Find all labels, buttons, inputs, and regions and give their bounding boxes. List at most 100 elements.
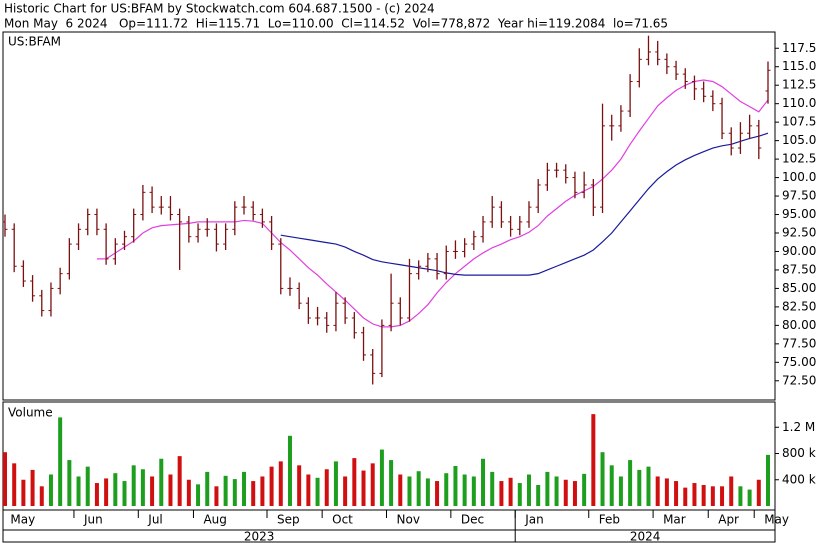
x-tick-label: Nov: [397, 513, 420, 527]
volume-bar: [361, 470, 366, 506]
volume-bar: [407, 476, 412, 506]
volume-bar: [545, 471, 550, 506]
volume-bar: [554, 476, 559, 506]
volume-bar: [278, 461, 283, 506]
volume-bar: [416, 471, 421, 506]
x-tick-label: Feb: [599, 513, 620, 527]
volume-bar: [159, 458, 164, 506]
volume-bar: [618, 476, 623, 506]
volume-bar: [370, 463, 375, 506]
volume-bar: [720, 486, 725, 506]
volume-bar: [3, 452, 7, 506]
volume-bar: [48, 474, 53, 506]
volume-bar: [324, 469, 329, 506]
header-line: Historic Chart for US:BFAM by Stockwatch…: [4, 2, 435, 16]
volume-bar: [389, 460, 394, 506]
volume-bar: [287, 435, 292, 506]
y-tick-label: 85.00: [782, 281, 816, 295]
volume-bar: [609, 465, 614, 506]
month-row: [2, 509, 776, 531]
volume-bar: [122, 481, 127, 506]
y-tick-label: 117.5: [782, 41, 816, 55]
volume-bar: [232, 479, 237, 506]
y-tick-label: 72.50: [782, 373, 816, 387]
volume-bar: [674, 481, 679, 506]
volume-bar: [572, 481, 577, 506]
volume-bar: [646, 466, 651, 506]
y-tick-label: 102.5: [782, 152, 816, 166]
y-tick-label: 112.5: [782, 78, 816, 92]
volume-bar: [30, 469, 35, 506]
volume-bar: [453, 465, 458, 506]
volume-bar: [352, 458, 357, 506]
ma-short-line: [96, 79, 769, 328]
volume-bar: [637, 469, 642, 506]
volume-bar: [490, 471, 495, 506]
volume-bar: [39, 486, 44, 506]
volume-bar: [140, 469, 145, 506]
x-tick-label: May: [764, 513, 789, 527]
volume-bar: [701, 485, 706, 506]
x-tick-label: Jun: [83, 513, 103, 527]
y-tick-label: 115.0: [782, 59, 816, 73]
y-tick-label: 100.0: [782, 170, 816, 184]
volume-bar: [113, 473, 118, 506]
volume-bar: [186, 479, 191, 506]
symbol-label: US:BFAM: [8, 35, 61, 49]
x-tick-label: Oct: [332, 513, 353, 527]
volume-bar: [683, 487, 688, 506]
volume-bar: [242, 471, 247, 506]
y-tick-label: 107.5: [782, 115, 816, 129]
y-tick-label: 800 k: [782, 446, 816, 460]
y-tick-label: 105.0: [782, 133, 816, 147]
y-tick-label: 110.0: [782, 96, 816, 110]
x-tick-label: Dec: [461, 513, 484, 527]
volume-bar: [104, 478, 109, 506]
ma-long-line: [280, 132, 769, 276]
y-tick-label: 75.00: [782, 355, 816, 369]
price-panel: [2, 31, 776, 401]
volume-bar: [306, 474, 311, 506]
volume-bar: [747, 489, 752, 506]
volume-bar: [85, 466, 90, 506]
x-tick-label: Jul: [147, 513, 162, 527]
volume-bar: [435, 481, 440, 506]
y-tick-label: 87.50: [782, 262, 816, 276]
volume-bar: [425, 478, 430, 506]
y-tick-label: 1.2 M: [782, 420, 815, 434]
volume-bar: [628, 460, 633, 506]
volume-bar: [398, 474, 403, 506]
year-label: 2023: [244, 530, 275, 543]
volume-bar: [462, 474, 467, 506]
volume-bar: [481, 458, 486, 506]
volume-bar: [536, 485, 541, 506]
volume-bar: [177, 456, 182, 506]
volume-bar: [582, 473, 587, 506]
volume-bar: [251, 481, 256, 506]
volume-bar: [315, 477, 320, 506]
volume-bar: [499, 481, 504, 506]
volume-bar: [67, 460, 72, 506]
volume-bar: [150, 476, 155, 506]
volume-bar: [205, 471, 210, 506]
volume-bar: [756, 479, 761, 506]
volume-bar: [508, 477, 513, 506]
volume-bar: [343, 476, 348, 506]
volume-bar: [168, 474, 173, 506]
year-label: 2024: [630, 530, 661, 543]
y-tick-label: 95.00: [782, 207, 816, 221]
volume-bar: [766, 454, 770, 506]
volume-bar: [710, 486, 715, 506]
volume-bar: [214, 486, 219, 506]
volume-bar: [591, 414, 596, 506]
volume-bar: [444, 473, 449, 506]
y-tick-label: 97.50: [782, 189, 816, 203]
volume-bar: [692, 483, 697, 506]
volume-bar: [600, 452, 605, 506]
x-tick-label: Apr: [718, 513, 739, 527]
volume-bar: [297, 465, 302, 506]
volume-bar: [58, 417, 63, 506]
volume-bar: [526, 474, 531, 506]
volume-bar: [664, 478, 669, 506]
